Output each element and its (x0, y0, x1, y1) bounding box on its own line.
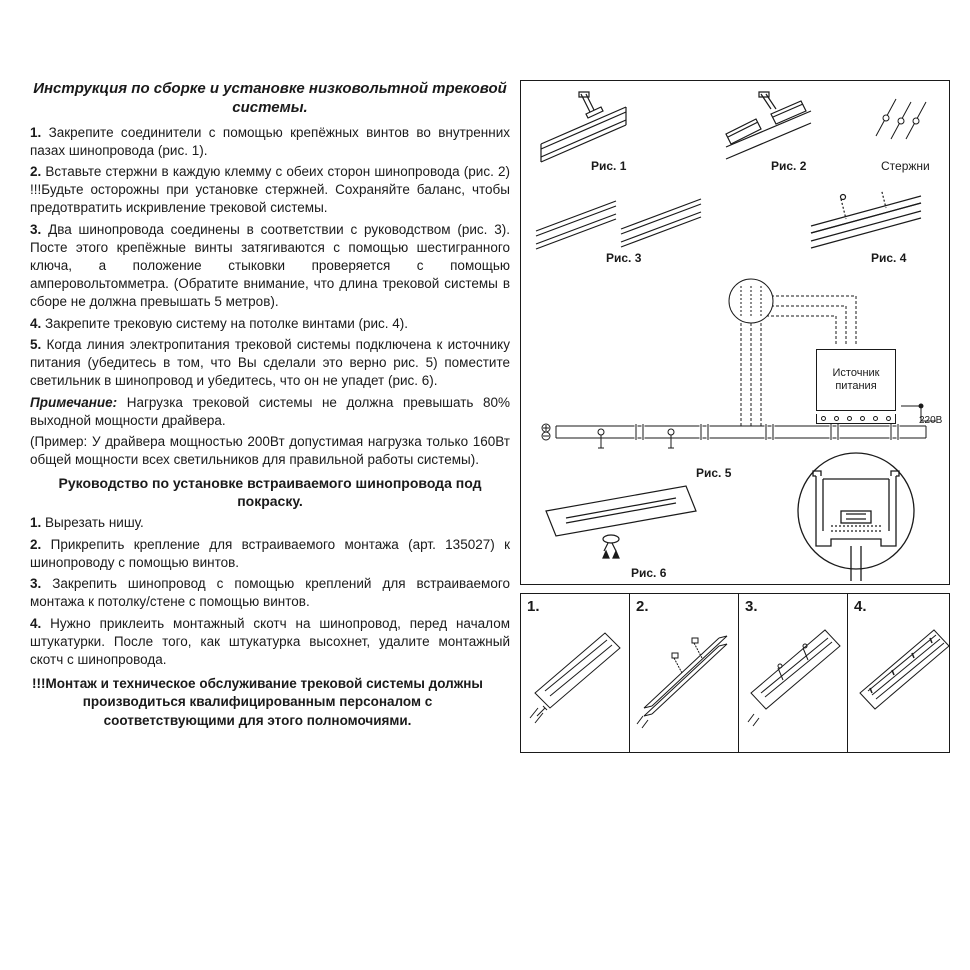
main-step: 4. Закрепите трековую систему на потолке… (30, 315, 510, 333)
paint-step: 3. Закрепить шинопровод с помощью крепле… (30, 575, 510, 611)
paint-step: 2. Прикрепить крепление для встраиваемог… (30, 536, 510, 572)
install-cell-2: 2. (630, 594, 739, 752)
main-title: Инструкция по сборке и установке низково… (30, 80, 510, 118)
fig1-illustration (531, 89, 661, 169)
paint-step: 1. Вырезать нишу. (30, 514, 510, 532)
cell4-illustration (852, 598, 952, 748)
fig6-illustration (536, 481, 706, 576)
fig2-illustration (716, 89, 836, 169)
main-step: 3. Два шинопровода соединены в соответст… (30, 221, 510, 312)
bottom-steps-panel: 1. 2. (520, 593, 950, 753)
fig6-label: Рис. 6 (631, 566, 666, 580)
fig5-label: Рис. 5 (696, 466, 731, 480)
power-source-box: Источник питания (816, 349, 896, 411)
fig2-label: Рис. 2 (771, 159, 806, 173)
install-cell-1: 1. (521, 594, 630, 752)
cell3-illustration (743, 598, 843, 748)
power-terminals (816, 414, 896, 424)
fig4-label: Рис. 4 (871, 251, 906, 265)
rods-illustration (871, 91, 941, 156)
voltage-label: 220В (919, 415, 942, 426)
note: Примечание: Нагрузка трековой системы не… (30, 394, 510, 430)
rods-label: Стержни (881, 159, 930, 173)
paint-step: 4. Нужно приклеить монтажный скотч на ши… (30, 615, 510, 670)
note-example: (Пример: У драйвера мощностью 200Вт допу… (30, 433, 510, 469)
fig3-label: Рис. 3 (606, 251, 641, 265)
fig3-illustration (531, 196, 711, 256)
install-cell-3: 3. (739, 594, 848, 752)
warning-text: !!!Монтаж и техническое обслуживание тре… (30, 675, 485, 730)
fig4-illustration (801, 191, 931, 256)
cell1-illustration (525, 598, 625, 748)
install-cell-4: 4. (848, 594, 956, 752)
crosssection-illustration (771, 451, 941, 591)
main-step: 1. Закрепите соединители с помощью крепё… (30, 124, 510, 160)
text-column: Инструкция по сборке и установке низково… (30, 80, 510, 950)
main-step: 5. Когда линия электропитания трековой с… (30, 336, 510, 391)
cell2-illustration (634, 598, 734, 748)
diagram-column: Рис. 1 Рис. 2 Стержни (520, 80, 950, 950)
top-diagram-panel: Рис. 1 Рис. 2 Стержни (520, 80, 950, 585)
fig1-label: Рис. 1 (591, 159, 626, 173)
sub-title: Руководство по установке встраиваемого ш… (30, 475, 510, 510)
main-step: 2. Вставьте стержни в каждую клемму с об… (30, 163, 510, 218)
